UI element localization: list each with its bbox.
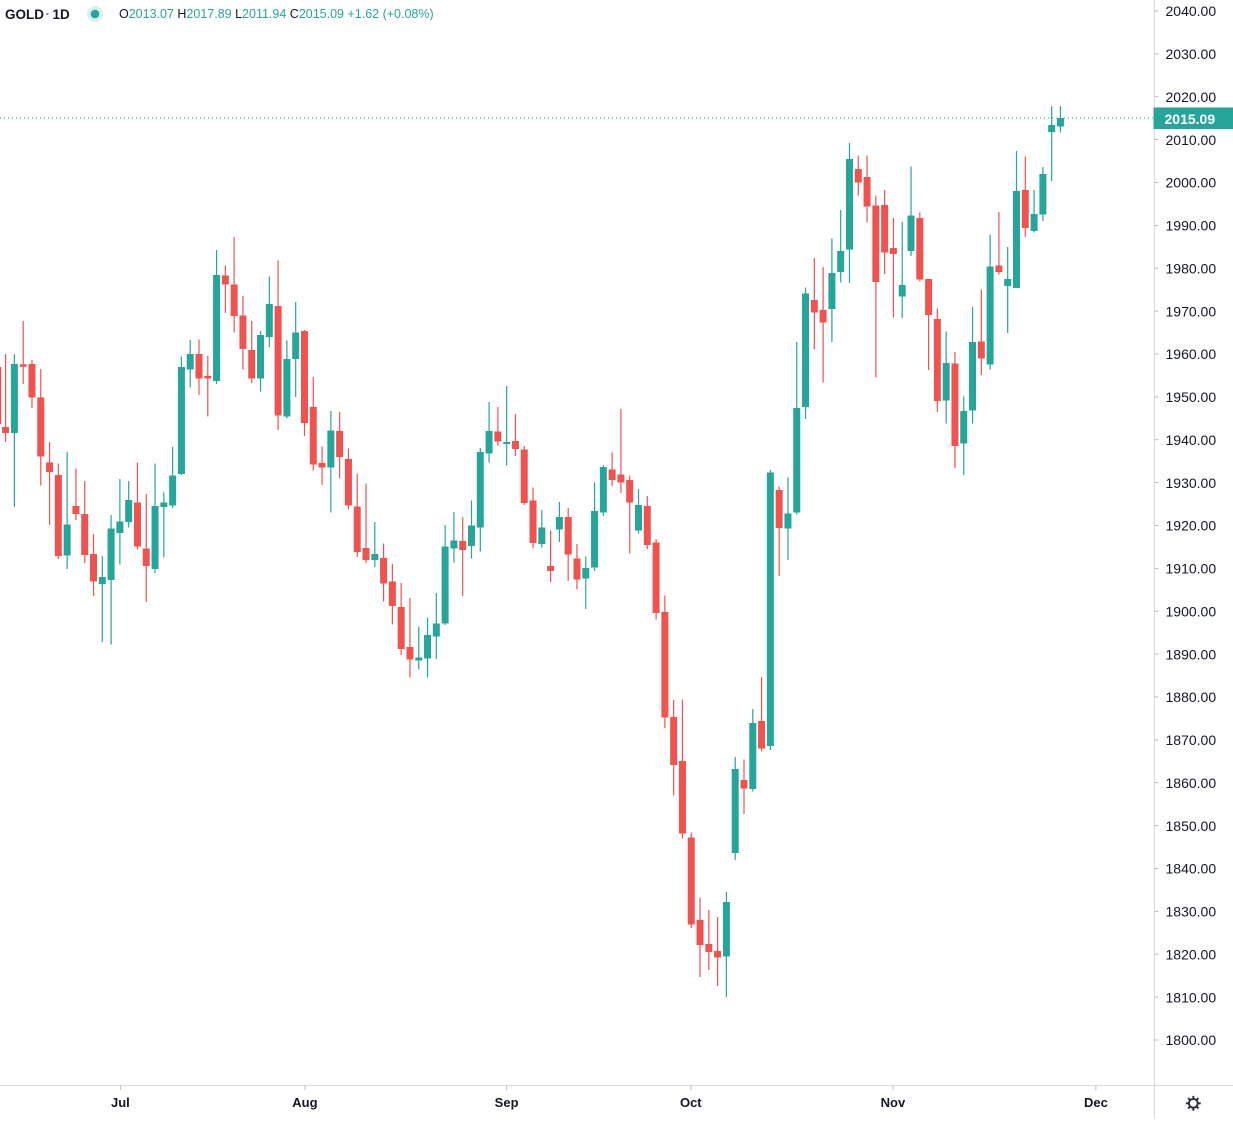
svg-text:1990.00: 1990.00	[1166, 218, 1217, 234]
svg-text:1D: 1D	[53, 7, 71, 22]
svg-text:GOLD: GOLD	[5, 7, 44, 22]
svg-text:2030.00: 2030.00	[1166, 46, 1217, 62]
svg-text:1930.00: 1930.00	[1166, 475, 1217, 491]
svg-text:2000.00: 2000.00	[1166, 175, 1217, 191]
svg-text:1910.00: 1910.00	[1166, 561, 1217, 577]
svg-text:1960.00: 1960.00	[1166, 346, 1217, 362]
svg-text:Oct: Oct	[680, 1095, 702, 1110]
svg-text:1920.00: 1920.00	[1166, 518, 1217, 534]
svg-text:2040.00: 2040.00	[1166, 3, 1217, 19]
svg-text:1860.00: 1860.00	[1166, 775, 1217, 791]
svg-text:Jul: Jul	[111, 1095, 130, 1110]
svg-text:2020.00: 2020.00	[1166, 89, 1217, 105]
svg-text:Nov: Nov	[881, 1095, 906, 1110]
svg-text:1820.00: 1820.00	[1166, 946, 1217, 962]
svg-text:2010.00: 2010.00	[1166, 132, 1217, 148]
svg-text:1940.00: 1940.00	[1166, 432, 1217, 448]
svg-text:1840.00: 1840.00	[1166, 861, 1217, 877]
svg-text:1870.00: 1870.00	[1166, 732, 1217, 748]
svg-text:1800.00: 1800.00	[1166, 1032, 1217, 1048]
svg-text:Sep: Sep	[495, 1095, 519, 1110]
svg-text:·: ·	[46, 7, 51, 22]
svg-text:2015.09: 2015.09	[1165, 111, 1216, 127]
svg-text:1900.00: 1900.00	[1166, 604, 1217, 620]
svg-text:Aug: Aug	[292, 1095, 317, 1110]
svg-text:1890.00: 1890.00	[1166, 646, 1217, 662]
svg-text:1830.00: 1830.00	[1166, 904, 1217, 920]
svg-text:O2013.07 H2017.89 L2011.94: O2013.07 H2017.89 L2011.94 C2015.09 +1.6…	[119, 7, 434, 21]
svg-text:1980.00: 1980.00	[1166, 260, 1217, 276]
svg-text:Dec: Dec	[1084, 1095, 1108, 1110]
svg-text:1970.00: 1970.00	[1166, 303, 1217, 319]
svg-text:1880.00: 1880.00	[1166, 689, 1217, 705]
svg-text:1850.00: 1850.00	[1166, 818, 1217, 834]
svg-text:1950.00: 1950.00	[1166, 389, 1217, 405]
svg-text:1810.00: 1810.00	[1166, 989, 1217, 1005]
